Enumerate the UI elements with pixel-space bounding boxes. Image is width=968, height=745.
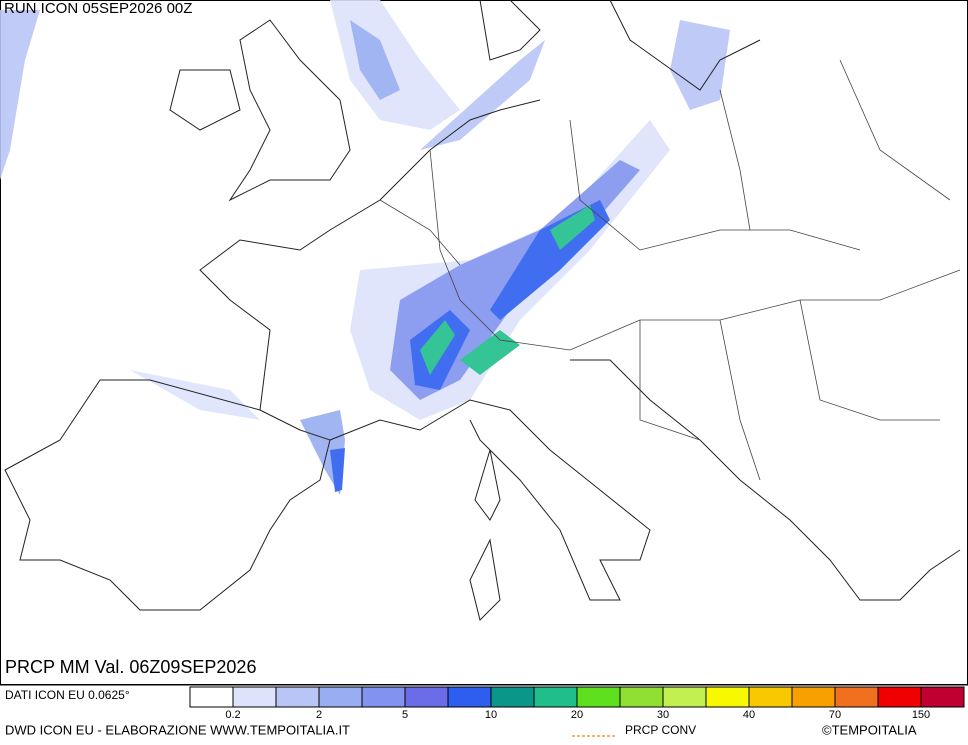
color-box [576, 686, 621, 708]
color-box [877, 686, 922, 708]
precipitation [0, 0, 730, 495]
color-box [404, 686, 449, 708]
color-box [189, 686, 234, 708]
colorbar-label: 150 [912, 709, 930, 721]
color-box [232, 686, 277, 708]
color-box [318, 686, 363, 708]
color-box [447, 686, 492, 708]
colorbar-label: 40 [743, 709, 755, 721]
colorbar-label: 2 [316, 709, 322, 721]
product-title: PRCP MM Val. 06Z09SEP2026 [5, 657, 256, 677]
coastlines [4, 0, 961, 621]
colorbar-label: 20 [571, 709, 583, 721]
color-box [490, 686, 535, 708]
source-label: DATI ICON EU 0.0625° [5, 688, 130, 702]
colorbar-label: 70 [829, 709, 841, 721]
color-box [791, 686, 836, 708]
conv-label: PRCP CONV [625, 723, 696, 737]
colorbar-label: 30 [657, 709, 669, 721]
color-box [834, 686, 879, 708]
color-box [275, 686, 320, 708]
color-box [748, 686, 793, 708]
colorbar-label: 0.2 [225, 709, 240, 721]
run-label: RUN ICON 05SEP2026 00Z [4, 0, 192, 17]
colorbar-label: 10 [485, 709, 497, 721]
borders [299, 59, 961, 481]
color-box [920, 686, 965, 708]
map: RUN ICON 05SEP2026 00Z [0, 0, 968, 685]
color-box [361, 686, 406, 708]
credit-label: DWD ICON EU - ELABORAZIONE WWW.TEMPOITAL… [5, 722, 350, 737]
colorbar-label: 5 [402, 709, 408, 721]
color-box [619, 686, 664, 708]
color-box [705, 686, 750, 708]
color-box [662, 686, 707, 708]
colorbar: 0.2 2 5 10 20 30 40 70 150 [189, 686, 965, 721]
color-box [533, 686, 578, 708]
brand-label: ©TEMPOITALIA [822, 722, 917, 737]
